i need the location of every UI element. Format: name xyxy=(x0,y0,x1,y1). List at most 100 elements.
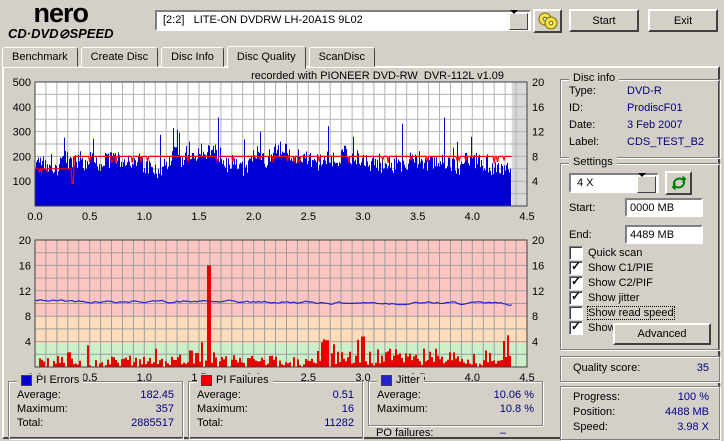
disc-type-label: Type: xyxy=(569,85,596,97)
jitter-average-label: Average: xyxy=(377,389,421,401)
toolbar: nero CD·DVD⊘SPEED [2:2] LITE-ON DVDRW LH… xyxy=(0,0,724,42)
jitter-average-value: 10.06 % xyxy=(493,389,534,401)
checkbox-label: Quick scan xyxy=(588,247,643,259)
speed-value: 3.98 X xyxy=(677,421,709,433)
refresh-button[interactable] xyxy=(665,171,692,195)
pi-errors-panel-title: PI Errors xyxy=(36,374,80,386)
pi-errors-panel: PI Errors Average: 182.45 Maximum: 357 Tot… xyxy=(8,374,183,439)
nero-logo: nero CD·DVD⊘SPEED xyxy=(8,0,114,40)
po-failures-label: PO failures: xyxy=(376,427,434,439)
jitter-legend-swatch xyxy=(381,374,392,386)
tab-create-disc[interactable]: Create Disc xyxy=(80,47,159,67)
disc-label-value: CDS_TEST_B2 xyxy=(627,136,705,148)
scan-speed-select[interactable]: 4 X xyxy=(569,173,659,193)
svg-text:8: 8 xyxy=(532,311,538,323)
advanced-button[interactable]: Advanced xyxy=(613,323,711,345)
svg-text:300: 300 xyxy=(13,127,31,139)
tab-bar: Benchmark Create Disc Disc Info Disc Qua… xyxy=(2,46,378,69)
position-value: 4488 MB xyxy=(664,406,709,418)
chevron-down-icon xyxy=(638,173,646,193)
checkbox-label: Show read speed xyxy=(587,306,675,320)
jitter-panel: Jitter Average: 10.06 % Maximum: 10.8 % xyxy=(368,374,543,426)
quality-score-label: Quality score: xyxy=(573,362,641,374)
progress-label: Progress: xyxy=(573,391,621,403)
pie-total-label: Total: xyxy=(17,417,44,429)
po-failures-value: – xyxy=(499,427,506,439)
svg-text:3.5: 3.5 xyxy=(410,211,425,223)
checkbox-box[interactable] xyxy=(569,319,583,335)
start-button[interactable]: Start xyxy=(569,9,639,32)
disc-label-label: Label: xyxy=(569,136,599,148)
svg-text:12: 12 xyxy=(532,127,544,139)
svg-text:8: 8 xyxy=(25,311,31,323)
svg-text:4.5: 4.5 xyxy=(519,211,534,223)
disc-id-label: ID: xyxy=(569,102,584,114)
scan-speed-value: 4 X xyxy=(577,177,594,189)
svg-text:400: 400 xyxy=(13,102,31,114)
disc-type-value: DVD-R xyxy=(627,85,662,97)
checkbox-show-jitter[interactable]: Show jitter xyxy=(569,289,639,305)
svg-text:20: 20 xyxy=(532,235,544,247)
jitter-maximum-value: 10.8 % xyxy=(499,403,534,415)
jitter-panel-title: Jitter xyxy=(396,374,420,386)
settings-panel: Settings 4 X Start: End: Quick scan Show… xyxy=(560,156,720,350)
speed-label: Speed: xyxy=(573,421,608,433)
start-button-label: Start xyxy=(592,14,616,27)
logo-cdspeed-text: CD·DVD⊘SPEED xyxy=(8,26,114,41)
pif-average-label: Average: xyxy=(197,389,241,401)
svg-text:1.0: 1.0 xyxy=(137,211,152,223)
checkbox-box[interactable] xyxy=(569,306,583,320)
exit-button-label: Exit xyxy=(673,14,693,27)
start-position-field[interactable] xyxy=(625,198,703,217)
svg-text:200: 200 xyxy=(13,151,31,163)
svg-text:4.0: 4.0 xyxy=(465,211,480,223)
position-label: Position: xyxy=(573,406,616,418)
svg-text:8: 8 xyxy=(532,151,538,163)
svg-text:20: 20 xyxy=(19,235,31,247)
pie-average-value: 182.45 xyxy=(140,389,174,401)
svg-text:0.5: 0.5 xyxy=(82,211,97,223)
svg-text:1.5: 1.5 xyxy=(191,211,206,223)
disc-tools-button[interactable] xyxy=(533,9,562,33)
drive-select-value: [2:2] LITE-ON DVDRW LH-20A1S 9L02 xyxy=(163,14,363,26)
scan-speed-dropdown-arrow[interactable] xyxy=(637,173,656,193)
svg-text:16: 16 xyxy=(532,102,544,114)
checkbox-box[interactable] xyxy=(569,289,583,305)
pi-failures-jitter-chart: 48121620481216200.00.51.01.52.02.53.03.5… xyxy=(19,235,545,384)
end-position-field[interactable] xyxy=(625,225,703,244)
recorded-with-title: recorded with PIONEER DVD-RW DVR-112L v1… xyxy=(251,70,504,82)
svg-text:16: 16 xyxy=(532,260,544,272)
svg-text:3.0: 3.0 xyxy=(355,211,370,223)
checkbox-show-c1-pie[interactable]: Show C1/PIE xyxy=(569,259,653,275)
drive-select-dropdown-arrow[interactable] xyxy=(509,10,528,30)
pie-average-label: Average: xyxy=(17,389,61,401)
checkbox-box[interactable] xyxy=(569,259,583,275)
svg-text:100: 100 xyxy=(13,176,31,188)
exit-button[interactable]: Exit xyxy=(648,9,718,32)
disc-info-title: Disc info xyxy=(573,72,616,84)
tab-disc-info[interactable]: Disc Info xyxy=(161,47,224,67)
advanced-button-label: Advanced xyxy=(637,328,687,340)
tab-benchmark[interactable]: Benchmark xyxy=(2,47,78,67)
disc-info-panel: Disc info Type: DVD-R ID: ProdiscF01 Date:… xyxy=(560,72,720,158)
checkbox-quick-scan[interactable]: Quick scan xyxy=(569,246,642,260)
svg-text:20: 20 xyxy=(532,77,544,89)
quality-score-panel: Quality score: 35 xyxy=(560,356,720,382)
pif-maximum-value: 16 xyxy=(341,403,354,415)
checkbox-box[interactable] xyxy=(569,246,583,260)
pie-maximum-label: Maximum: xyxy=(17,403,68,415)
disc-change-icon xyxy=(538,12,557,30)
quality-score-value: 35 xyxy=(696,362,709,374)
pi-errors-legend-swatch xyxy=(21,374,32,386)
checkbox-box[interactable] xyxy=(569,274,583,290)
pi-failures-legend-swatch xyxy=(201,374,212,386)
pi-failures-panel: PI Failures Average: 0.51 Maximum: 16 Tota… xyxy=(188,374,363,439)
pif-total-value: 11282 xyxy=(324,417,354,429)
tab-disc-quality[interactable]: Disc Quality xyxy=(226,46,306,69)
checkbox-show-c2-pif[interactable]: Show C2/PIF xyxy=(569,274,653,290)
checkbox-show-read-speed[interactable]: Show read speed xyxy=(569,306,675,320)
svg-text:4: 4 xyxy=(25,337,31,349)
drive-select[interactable]: [2:2] LITE-ON DVDRW LH-20A1S 9L02 xyxy=(155,10,531,31)
tab-scandisc[interactable]: ScanDisc xyxy=(308,47,376,67)
